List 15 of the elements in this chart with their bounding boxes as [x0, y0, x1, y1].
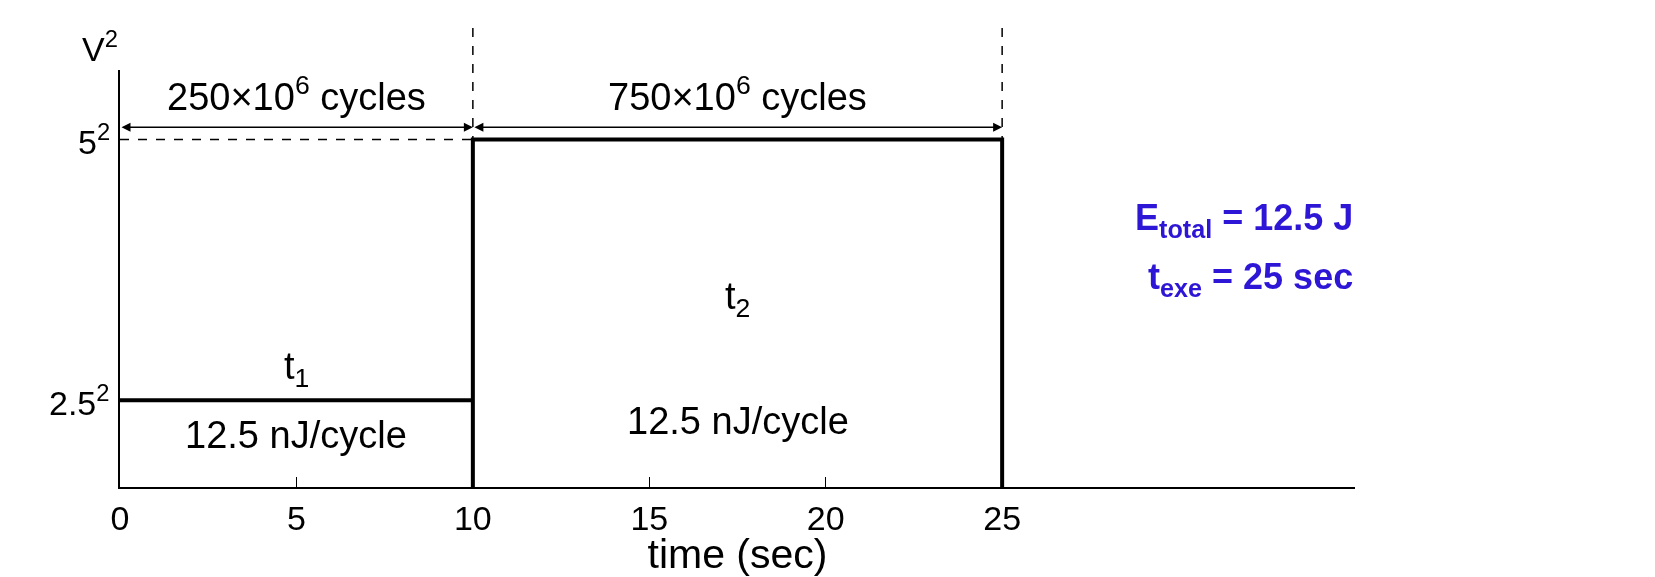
x-tick-label: 25 [983, 498, 1022, 537]
annotation: 12.5 nJ/cycle [185, 414, 407, 456]
x-tick-label: 0 [110, 498, 130, 537]
annotation: 12.5 nJ/cycle [627, 400, 849, 442]
annotation: E$_{total}$ = 12.5 J [1135, 197, 1354, 243]
text: 750×10$^{6}$ cycles [608, 70, 867, 118]
text: 2.5$^{2}$ [49, 379, 110, 423]
annotation: t$_{exe}$ = 25 sec [1148, 256, 1354, 302]
y-axis-title: V$^{2}$ [82, 25, 118, 69]
text: 5$^{2}$ [78, 118, 111, 162]
x-tick-label: 10 [453, 498, 492, 537]
annotation: t$_{2}$ [725, 275, 751, 323]
annotation: t$_{1}$ [284, 345, 310, 393]
x-tick-label: 5 [286, 498, 306, 537]
text: 250×10$^{6}$ cycles [167, 70, 426, 118]
